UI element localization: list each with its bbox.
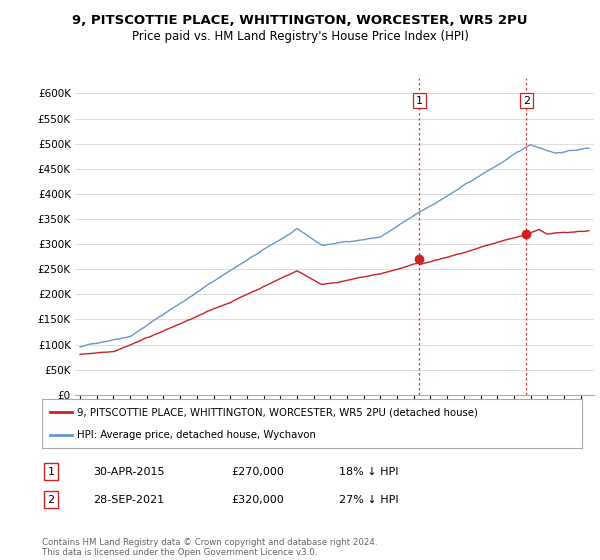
Text: 18% ↓ HPI: 18% ↓ HPI [339, 466, 398, 477]
Text: 27% ↓ HPI: 27% ↓ HPI [339, 494, 398, 505]
Text: 1: 1 [416, 96, 423, 105]
Text: Contains HM Land Registry data © Crown copyright and database right 2024.
This d: Contains HM Land Registry data © Crown c… [42, 538, 377, 557]
Text: 2: 2 [47, 494, 55, 505]
Text: HPI: Average price, detached house, Wychavon: HPI: Average price, detached house, Wych… [77, 430, 316, 440]
Text: 30-APR-2015: 30-APR-2015 [93, 466, 164, 477]
Text: Price paid vs. HM Land Registry's House Price Index (HPI): Price paid vs. HM Land Registry's House … [131, 30, 469, 43]
Text: 1: 1 [47, 466, 55, 477]
Text: 2: 2 [523, 96, 530, 105]
Text: £270,000: £270,000 [231, 466, 284, 477]
Text: 9, PITSCOTTIE PLACE, WHITTINGTON, WORCESTER, WR5 2PU (detached house): 9, PITSCOTTIE PLACE, WHITTINGTON, WORCES… [77, 407, 478, 417]
Text: 9, PITSCOTTIE PLACE, WHITTINGTON, WORCESTER, WR5 2PU: 9, PITSCOTTIE PLACE, WHITTINGTON, WORCES… [72, 14, 528, 27]
Text: £320,000: £320,000 [231, 494, 284, 505]
Text: 28-SEP-2021: 28-SEP-2021 [93, 494, 164, 505]
